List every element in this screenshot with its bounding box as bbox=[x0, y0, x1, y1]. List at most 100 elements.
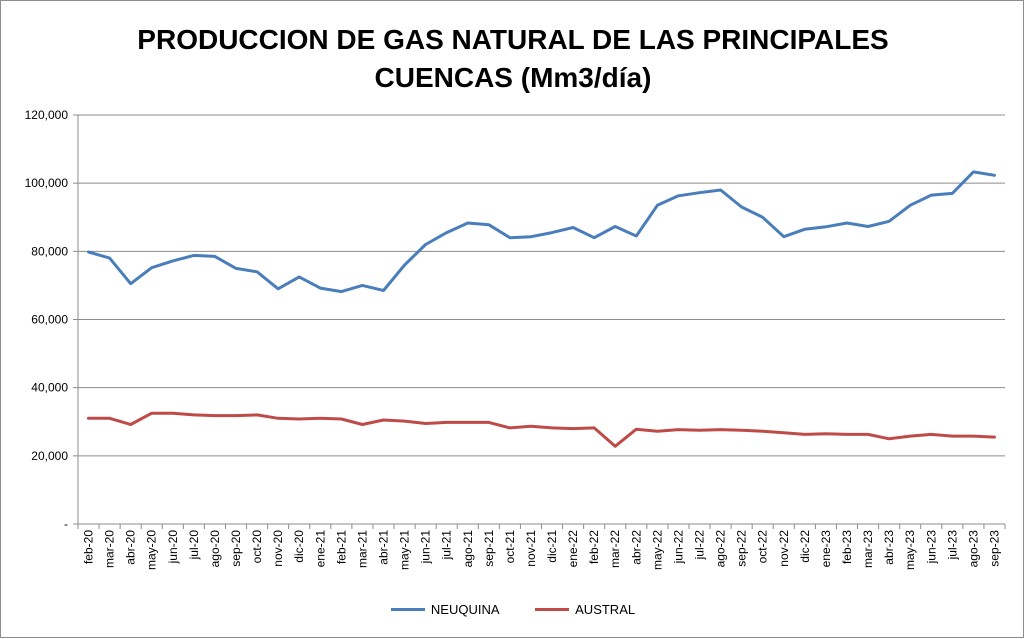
gridlines bbox=[78, 114, 1005, 457]
data-point-austral bbox=[888, 437, 891, 440]
data-point-austral bbox=[256, 413, 259, 416]
data-point-neuquina bbox=[551, 231, 554, 234]
data-point-austral bbox=[909, 435, 912, 438]
legend: NEUQUINA AUSTRAL bbox=[1, 599, 1024, 617]
data-point-neuquina bbox=[824, 225, 827, 228]
data-point-austral bbox=[761, 430, 764, 433]
data-point-neuquina bbox=[319, 287, 322, 290]
data-point-neuquina bbox=[719, 188, 722, 191]
x-tick-label: mar-23 bbox=[861, 530, 875, 568]
x-tick-label: ago-21 bbox=[461, 530, 475, 568]
data-point-austral bbox=[361, 423, 364, 426]
series-line-austral bbox=[87, 411, 996, 448]
data-point-austral bbox=[171, 412, 174, 415]
data-point-austral bbox=[572, 427, 575, 430]
data-point-austral bbox=[782, 431, 785, 434]
series-line-neuquina bbox=[87, 170, 996, 294]
data-point-neuquina bbox=[698, 191, 701, 194]
data-point-neuquina bbox=[677, 194, 680, 197]
x-tick-label: jul-20 bbox=[187, 530, 201, 561]
x-tick-label: may-20 bbox=[145, 530, 159, 570]
x-tick-label: jun-23 bbox=[924, 530, 938, 565]
x-tick-label: feb-20 bbox=[82, 530, 96, 564]
data-point-neuquina bbox=[192, 254, 195, 257]
data-point-austral bbox=[129, 423, 132, 426]
x-tick-label: sep-22 bbox=[735, 530, 749, 567]
x-tick-label: sep-21 bbox=[482, 530, 496, 567]
y-tick-label: 60,000 bbox=[31, 313, 68, 327]
legend-label-austral: AUSTRAL bbox=[575, 602, 636, 617]
y-tick-label: 120,000 bbox=[25, 108, 69, 122]
data-point-neuquina bbox=[213, 255, 216, 258]
data-point-neuquina bbox=[656, 204, 659, 207]
x-tick-label: sep-20 bbox=[229, 530, 243, 567]
data-point-neuquina bbox=[529, 235, 532, 238]
data-point-neuquina bbox=[108, 257, 111, 260]
data-point-austral bbox=[930, 433, 933, 436]
x-tick-label: jul-23 bbox=[945, 530, 959, 561]
x-tick-label: jun-20 bbox=[166, 530, 180, 565]
x-tick-label: dic-22 bbox=[798, 530, 812, 563]
x-tick-label: abr-23 bbox=[882, 530, 896, 565]
data-point-austral bbox=[656, 430, 659, 433]
data-point-neuquina bbox=[867, 225, 870, 228]
x-tick-label: ago-23 bbox=[966, 530, 980, 568]
x-tick-label: abr-20 bbox=[124, 530, 138, 565]
data-point-austral bbox=[824, 432, 827, 435]
data-point-neuquina bbox=[951, 192, 954, 195]
x-tick-label: feb-22 bbox=[587, 530, 601, 564]
data-point-austral bbox=[614, 445, 617, 448]
data-point-neuquina bbox=[256, 270, 259, 273]
data-point-neuquina bbox=[740, 206, 743, 209]
data-point-austral bbox=[487, 421, 490, 424]
data-point-austral bbox=[424, 422, 427, 425]
data-point-austral bbox=[635, 428, 638, 431]
x-tick-label: may-21 bbox=[398, 530, 412, 570]
data-point-neuquina bbox=[403, 263, 406, 266]
data-point-austral bbox=[235, 414, 238, 417]
data-point-neuquina bbox=[614, 225, 617, 228]
data-point-neuquina bbox=[340, 290, 343, 293]
x-tick-label: mar-20 bbox=[103, 530, 117, 568]
x-tick-label: ago-20 bbox=[208, 530, 222, 568]
x-tick-label: jun-22 bbox=[671, 530, 685, 565]
data-point-austral bbox=[445, 421, 448, 424]
x-tick-label: ene-21 bbox=[313, 530, 327, 568]
x-tick-label: nov-22 bbox=[777, 530, 791, 567]
x-tick-label: may-22 bbox=[650, 530, 664, 570]
x-tick-label: ene-22 bbox=[566, 530, 580, 568]
data-point-neuquina bbox=[972, 170, 975, 173]
y-tick-label: 100,000 bbox=[25, 176, 69, 190]
data-point-austral bbox=[677, 428, 680, 431]
data-point-neuquina bbox=[909, 204, 912, 207]
data-point-neuquina bbox=[508, 236, 511, 239]
data-series bbox=[87, 170, 996, 448]
x-tick-label: mar-21 bbox=[355, 530, 369, 568]
data-point-austral bbox=[803, 433, 806, 436]
data-point-austral bbox=[192, 413, 195, 416]
data-point-austral bbox=[867, 433, 870, 436]
legend-swatch-neuquina bbox=[390, 608, 425, 611]
data-point-neuquina bbox=[782, 235, 785, 238]
y-axis-tick-labels: - 20,000 40,000 60,000 80,000 100,000 120,000 bbox=[25, 108, 69, 531]
y-tick-label: 20,000 bbox=[31, 449, 68, 463]
data-point-austral bbox=[972, 435, 975, 438]
data-point-austral bbox=[551, 426, 554, 429]
data-point-neuquina bbox=[761, 216, 764, 219]
data-point-neuquina bbox=[87, 251, 90, 254]
x-tick-label: jul-21 bbox=[440, 530, 454, 561]
x-tick-label: ago-22 bbox=[714, 530, 728, 568]
data-point-neuquina bbox=[361, 284, 364, 287]
y-tick-label: - bbox=[64, 517, 68, 531]
legend-item-austral: AUSTRAL bbox=[535, 602, 635, 617]
data-point-austral bbox=[508, 426, 511, 429]
x-tick-label: abr-21 bbox=[376, 530, 390, 565]
data-point-neuquina bbox=[572, 226, 575, 229]
data-point-austral bbox=[466, 421, 469, 424]
data-point-neuquina bbox=[593, 236, 596, 239]
data-point-neuquina bbox=[150, 266, 153, 269]
x-tick-label: oct-22 bbox=[756, 530, 770, 564]
data-point-neuquina bbox=[930, 194, 933, 197]
